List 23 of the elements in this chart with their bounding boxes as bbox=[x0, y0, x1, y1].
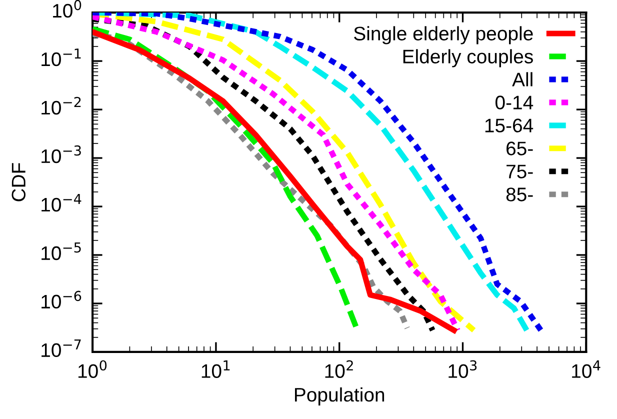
y-tick-label: 10$^{−7}$ bbox=[42, 339, 81, 358]
y-tick-label: 10$^{−4}$ bbox=[42, 194, 82, 212]
legend-label: Single elderly people bbox=[354, 26, 533, 44]
x-tick-label: 10$^{2}$ bbox=[325, 360, 353, 378]
y-axis-title: CDF bbox=[12, 163, 26, 202]
legend-label: 65- bbox=[506, 142, 533, 156]
y-tick-label: 10$^{−5}$ bbox=[42, 242, 81, 260]
x-tick-label: 10$^{1}$ bbox=[202, 360, 230, 378]
legend-label: All bbox=[512, 72, 532, 86]
x-tick-label: 10$^{3}$ bbox=[448, 360, 477, 378]
y-tick-label: 10$^{0}$ bbox=[53, 0, 82, 18]
x-tick-label: 10$^{0}$ bbox=[78, 360, 107, 378]
y-tick-label: 10$^{−6}$ bbox=[42, 290, 82, 309]
y-tick-label: 10$^{−2}$ bbox=[42, 96, 81, 115]
x-axis-title: Population bbox=[295, 387, 384, 406]
legend-label: 75- bbox=[506, 164, 533, 178]
legend-label: 0-14 bbox=[495, 96, 534, 110]
legend-label: 85- bbox=[506, 188, 533, 202]
legend-label: 15-64 bbox=[485, 118, 534, 132]
y-tick-label: 10$^{−1}$ bbox=[42, 48, 81, 66]
legend-label: Elderly couples bbox=[403, 49, 533, 68]
x-tick-label: 10$^{4}$ bbox=[572, 360, 600, 378]
y-tick-label: 10$^{−3}$ bbox=[42, 145, 81, 164]
